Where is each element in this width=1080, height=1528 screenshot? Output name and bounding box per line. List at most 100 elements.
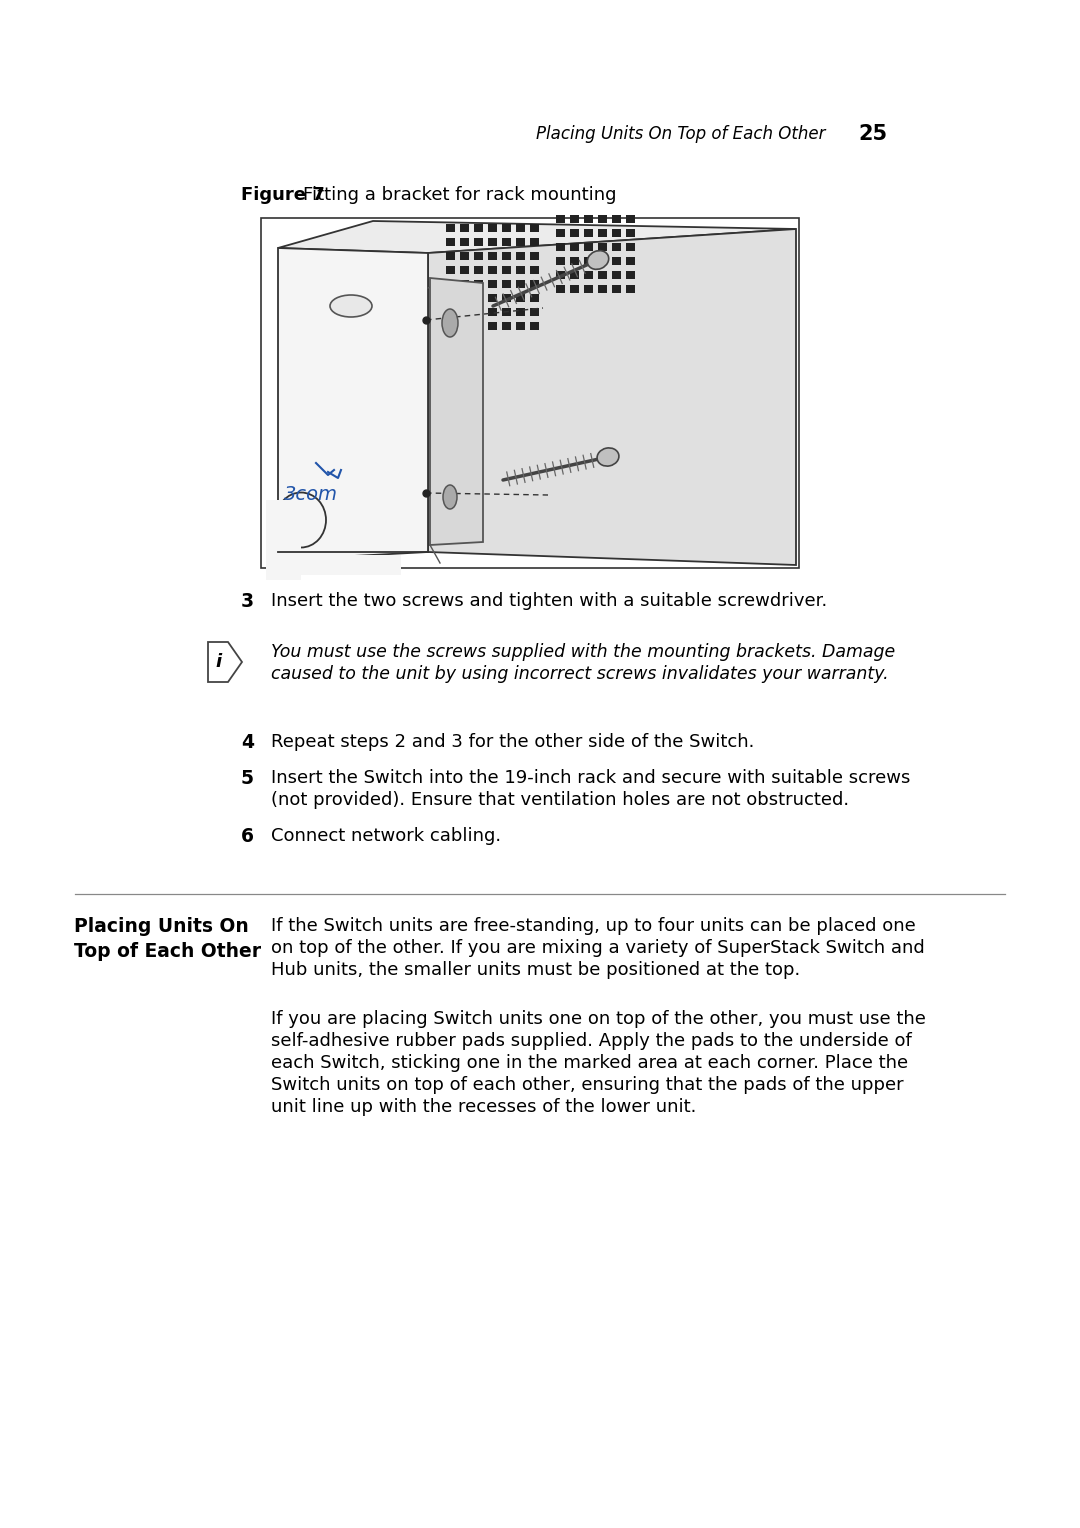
Bar bbox=[446, 266, 455, 274]
Bar bbox=[612, 257, 621, 264]
Bar bbox=[488, 309, 497, 316]
Bar bbox=[584, 257, 593, 264]
Bar bbox=[460, 266, 469, 274]
Text: caused to the unit by using incorrect screws invalidates your warranty.: caused to the unit by using incorrect sc… bbox=[271, 665, 889, 683]
Bar bbox=[626, 215, 635, 223]
Bar bbox=[556, 229, 565, 237]
Bar bbox=[488, 252, 497, 260]
Bar bbox=[556, 243, 565, 251]
Bar bbox=[530, 280, 539, 287]
Bar bbox=[474, 238, 483, 246]
Bar bbox=[612, 286, 621, 293]
Bar bbox=[446, 225, 455, 232]
Text: 25: 25 bbox=[858, 124, 887, 144]
Bar bbox=[584, 243, 593, 251]
Bar bbox=[460, 225, 469, 232]
Bar bbox=[570, 270, 579, 280]
Bar bbox=[301, 555, 401, 575]
Bar bbox=[556, 270, 565, 280]
Bar bbox=[612, 215, 621, 223]
Bar bbox=[626, 286, 635, 293]
Bar bbox=[612, 270, 621, 280]
Bar bbox=[502, 293, 511, 303]
Bar bbox=[474, 280, 483, 287]
Bar bbox=[530, 293, 539, 303]
Bar bbox=[612, 243, 621, 251]
Bar bbox=[488, 238, 497, 246]
Bar bbox=[266, 500, 301, 581]
Bar bbox=[460, 322, 469, 330]
Bar bbox=[516, 238, 525, 246]
Bar bbox=[598, 286, 607, 293]
Bar bbox=[446, 309, 455, 316]
Bar bbox=[516, 293, 525, 303]
Text: If you are placing Switch units one on top of the other, you must use the: If you are placing Switch units one on t… bbox=[271, 1010, 926, 1028]
Text: Insert the Switch into the 19-inch rack and secure with suitable screws: Insert the Switch into the 19-inch rack … bbox=[271, 769, 910, 787]
Bar bbox=[460, 309, 469, 316]
Bar bbox=[626, 257, 635, 264]
Polygon shape bbox=[430, 278, 483, 545]
Bar bbox=[502, 225, 511, 232]
Bar bbox=[516, 266, 525, 274]
Bar bbox=[612, 229, 621, 237]
Bar bbox=[516, 322, 525, 330]
Bar bbox=[584, 270, 593, 280]
Text: 3com: 3com bbox=[284, 486, 338, 504]
Bar bbox=[570, 229, 579, 237]
Text: Top of Each Other: Top of Each Other bbox=[75, 941, 261, 961]
Bar bbox=[502, 322, 511, 330]
Text: Figure 7: Figure 7 bbox=[241, 186, 325, 205]
Bar bbox=[570, 243, 579, 251]
Polygon shape bbox=[278, 222, 796, 254]
Polygon shape bbox=[278, 248, 428, 559]
Bar bbox=[584, 215, 593, 223]
Text: i: i bbox=[215, 652, 221, 671]
Ellipse shape bbox=[443, 484, 457, 509]
Text: 4: 4 bbox=[241, 733, 254, 752]
Bar bbox=[570, 286, 579, 293]
Bar bbox=[584, 229, 593, 237]
Bar bbox=[488, 266, 497, 274]
Bar bbox=[502, 309, 511, 316]
Text: 6: 6 bbox=[241, 827, 254, 847]
Bar bbox=[446, 293, 455, 303]
Bar bbox=[502, 266, 511, 274]
Ellipse shape bbox=[330, 295, 372, 316]
Bar bbox=[530, 322, 539, 330]
Text: unit line up with the recesses of the lower unit.: unit line up with the recesses of the lo… bbox=[271, 1099, 697, 1115]
Bar bbox=[556, 257, 565, 264]
Bar bbox=[261, 219, 799, 568]
Bar bbox=[488, 293, 497, 303]
Bar bbox=[516, 280, 525, 287]
Bar bbox=[530, 238, 539, 246]
Bar bbox=[598, 270, 607, 280]
Text: self-adhesive rubber pads supplied. Apply the pads to the underside of: self-adhesive rubber pads supplied. Appl… bbox=[271, 1031, 912, 1050]
Bar bbox=[502, 252, 511, 260]
Bar bbox=[598, 257, 607, 264]
Bar bbox=[516, 252, 525, 260]
Ellipse shape bbox=[276, 492, 326, 547]
Bar bbox=[474, 225, 483, 232]
Text: You must use the screws supplied with the mounting brackets. Damage: You must use the screws supplied with th… bbox=[271, 643, 895, 662]
Bar bbox=[530, 225, 539, 232]
Bar bbox=[570, 257, 579, 264]
Bar bbox=[460, 280, 469, 287]
Text: Hub units, the smaller units must be positioned at the top.: Hub units, the smaller units must be pos… bbox=[271, 961, 800, 979]
Ellipse shape bbox=[588, 251, 609, 269]
Bar bbox=[488, 280, 497, 287]
Text: on top of the other. If you are mixing a variety of SuperStack Switch and: on top of the other. If you are mixing a… bbox=[271, 940, 924, 957]
Text: Placing Units On Top of Each Other: Placing Units On Top of Each Other bbox=[537, 125, 826, 144]
Bar bbox=[446, 280, 455, 287]
Bar bbox=[488, 322, 497, 330]
Bar bbox=[626, 229, 635, 237]
Text: Switch units on top of each other, ensuring that the pads of the upper: Switch units on top of each other, ensur… bbox=[271, 1076, 904, 1094]
Bar bbox=[460, 252, 469, 260]
Bar bbox=[474, 293, 483, 303]
Bar bbox=[502, 280, 511, 287]
Bar bbox=[474, 322, 483, 330]
Polygon shape bbox=[428, 229, 796, 565]
Bar bbox=[516, 225, 525, 232]
Bar bbox=[446, 238, 455, 246]
Text: Fitting a bracket for rack mounting: Fitting a bracket for rack mounting bbox=[303, 186, 617, 205]
Bar bbox=[502, 238, 511, 246]
